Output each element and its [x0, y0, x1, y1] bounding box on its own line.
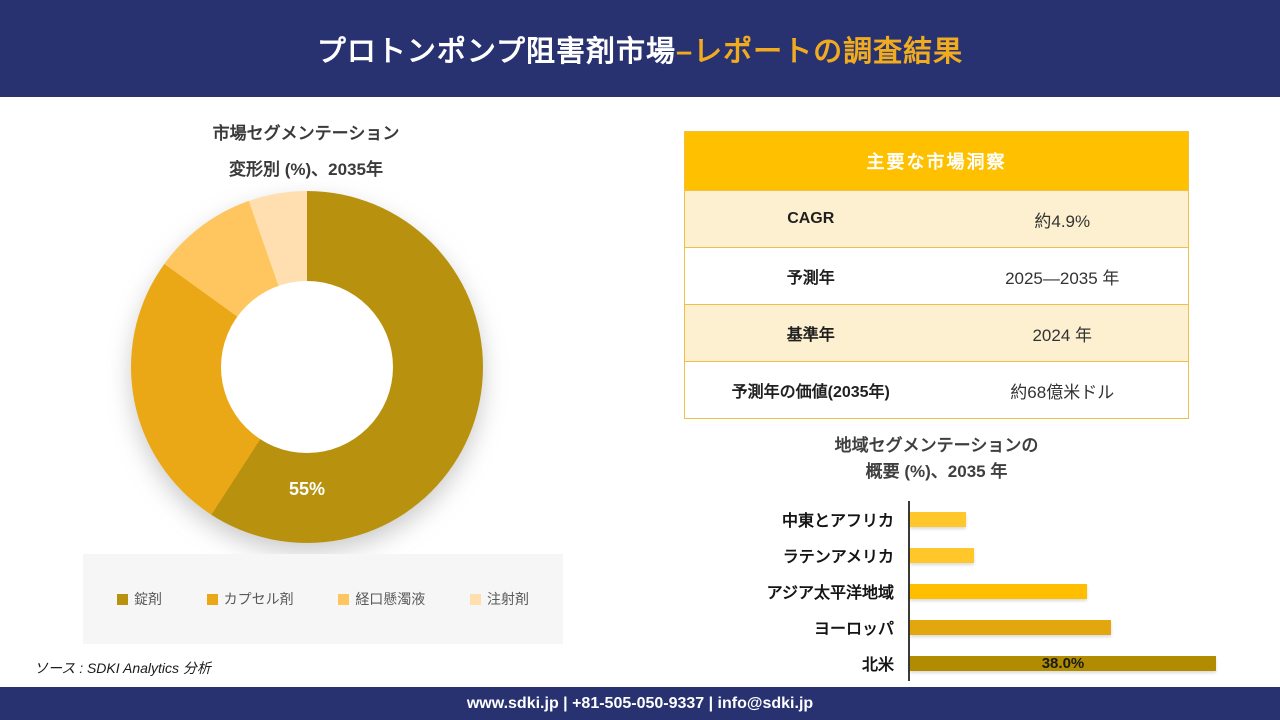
- bar-axis-area: 38.0%: [908, 645, 1263, 681]
- legend-label: 経口懸濁液: [355, 591, 426, 607]
- bar-row: 北米 38.0%: [683, 645, 1263, 681]
- footer-contact-text: www.sdki.jp | +81-505-050-9337 | info@sd…: [466, 694, 814, 712]
- bar-axis-area: [908, 573, 1263, 609]
- legend-item: カプセル剤: [206, 589, 294, 609]
- bar-data-label: 38.0%: [1041, 654, 1085, 672]
- bar-chart-title-line2: 概要 (%)、2035 年: [865, 461, 1008, 481]
- row-value: 約68億米ドル: [1010, 382, 1115, 402]
- donut-data-label: 55%: [288, 479, 326, 499]
- donut-chart: 55%: [131, 191, 483, 543]
- insights-table: 主要な市場洞察 CAGR 約4.9% 予測年 2025—2035 年 基準年 2…: [684, 131, 1189, 419]
- bar-category-label: 北米: [861, 657, 894, 674]
- region-bar: [910, 511, 966, 527]
- legend-swatch: [206, 593, 218, 605]
- bar-row: ラテンアメリカ: [683, 537, 1263, 573]
- row-value: 2024 年: [1032, 325, 1093, 345]
- footer-bar: www.sdki.jp | +81-505-050-9337 | info@sd…: [0, 687, 1280, 720]
- row-label: 基準年: [786, 327, 835, 344]
- donut-chart-title-line1: 市場セグメンテーション: [212, 124, 400, 143]
- legend-swatch: [469, 593, 481, 605]
- insights-table-header: 主要な市場洞察: [685, 132, 1188, 190]
- row-label: 予測年の価値(2035年): [731, 384, 890, 401]
- bar-category-label: 中東とアフリカ: [781, 513, 894, 530]
- page-title-gold: –レポートの調査結果: [676, 35, 964, 68]
- header-bar: プロトンポンプ阻害剤市場 –レポートの調査結果: [0, 0, 1280, 97]
- region-bar: [910, 583, 1087, 599]
- bar-row: 中東とアフリカ: [683, 501, 1263, 537]
- legend-label: カプセル剤: [223, 591, 294, 607]
- row-label: CAGR: [787, 210, 835, 227]
- region-bar: 38.0%: [910, 654, 1216, 672]
- legend-label: 注射剤: [486, 591, 529, 607]
- row-value: 2025—2035 年: [1005, 268, 1120, 288]
- table-row: 基準年 2024 年: [685, 304, 1188, 361]
- legend-swatch: [117, 593, 128, 605]
- source-note: ソース : SDKI Analytics 分析: [34, 660, 211, 676]
- bar-axis-area: [908, 501, 1263, 537]
- legend-item: 注射剤: [469, 589, 529, 609]
- page-title-white: プロトンポンプ阻害剤市場: [316, 35, 676, 68]
- bar-category-label: アジア太平洋地域: [766, 585, 894, 602]
- legend-item: 経口懸濁液: [338, 589, 425, 609]
- table-row: CAGR 約4.9%: [685, 190, 1188, 247]
- regional-bar-chart: 中東とアフリカ ラテンアメリカ アジア太平洋地域 ヨーロッパ 北米 38.0%: [683, 501, 1263, 681]
- donut-hole: [221, 281, 393, 453]
- bar-category-label: ヨーロッパ: [813, 621, 894, 638]
- table-row: 予測年の価値(2035年) 約68億米ドル: [685, 361, 1188, 418]
- bar-axis-area: [908, 609, 1263, 645]
- donut-legend: 錠剤 カプセル剤 経口懸濁液 注射剤: [83, 554, 563, 644]
- bar-row: アジア太平洋地域: [683, 573, 1263, 609]
- row-label: 予測年: [786, 270, 835, 287]
- donut-chart-title: 市場セグメンテーション 変形別 (%)、2035年: [120, 116, 492, 187]
- region-bar: [910, 619, 1111, 635]
- bar-category-label: ラテンアメリカ: [782, 549, 894, 566]
- donut-chart-title-line2: 変形別 (%)、2035年: [229, 159, 383, 179]
- bar-chart-title: 地域セグメンテーションの 概要 (%)、2035 年: [684, 433, 1189, 484]
- table-row: 予測年 2025—2035 年: [685, 247, 1188, 304]
- bar-chart-title-line1: 地域セグメンテーションの: [834, 436, 1039, 455]
- bar-row: ヨーロッパ: [683, 609, 1263, 645]
- bar-axis-area: [908, 537, 1263, 573]
- legend-item: 錠剤: [117, 589, 162, 609]
- legend-label: 錠剤: [134, 591, 162, 607]
- legend-swatch: [338, 593, 350, 605]
- row-value: 約4.9%: [1034, 211, 1091, 231]
- region-bar: [910, 547, 974, 563]
